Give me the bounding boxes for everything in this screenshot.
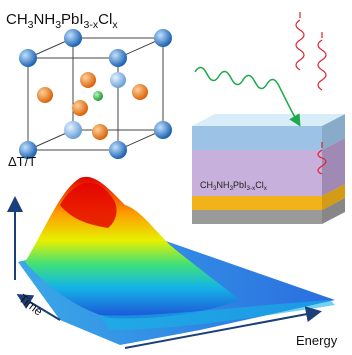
label-part: 3-x bbox=[84, 19, 99, 31]
label-part: NH bbox=[217, 180, 230, 190]
device-stack bbox=[192, 114, 345, 224]
energy-axis-label: Energy bbox=[296, 333, 338, 348]
label-part: x bbox=[112, 19, 118, 31]
atoms bbox=[19, 29, 172, 159]
label-part: Cl bbox=[255, 180, 264, 190]
label-part: Cl bbox=[98, 11, 112, 28]
time-axis-label: Time bbox=[16, 291, 46, 318]
label-part: CH bbox=[6, 11, 28, 28]
toc-graphic: CH3NH3PbI3-xClx CH3NH3PbI3-xClx ΔT/T Tim… bbox=[0, 0, 352, 355]
label-part: PbI bbox=[233, 180, 247, 190]
crystal-label: CH3NH3PbI3-xClx bbox=[6, 11, 118, 31]
label-part: PbI bbox=[61, 11, 84, 28]
label-part: CH bbox=[200, 180, 213, 190]
label-part: NH bbox=[34, 11, 56, 28]
y-axis-label: ΔT/T bbox=[8, 154, 36, 169]
